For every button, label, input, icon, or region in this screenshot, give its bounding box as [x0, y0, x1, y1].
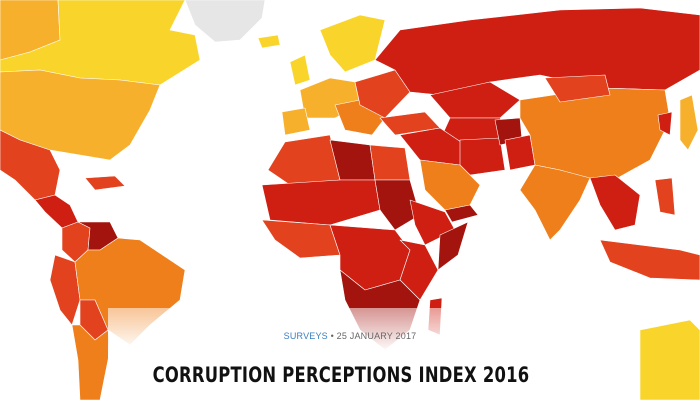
- region-central-america[interactable]: [34, 194, 79, 229]
- region-caribbean[interactable]: [84, 175, 126, 191]
- region-eastern-europe[interactable]: [354, 69, 411, 119]
- region-india[interactable]: [519, 164, 591, 241]
- region-sahel[interactable]: [261, 179, 381, 226]
- region-iceland[interactable]: [257, 34, 281, 49]
- region-australia[interactable]: [639, 319, 700, 400]
- region-mongolia[interactable]: [544, 74, 611, 103]
- region-indonesia[interactable]: [599, 239, 700, 281]
- region-uk[interactable]: [289, 54, 311, 86]
- region-iran[interactable]: [459, 137, 506, 176]
- article-meta: SURVEYS • 25 JANUARY 2017: [0, 331, 700, 341]
- region-scandinavia[interactable]: [319, 14, 386, 73]
- region-sudan[interactable]: [374, 179, 421, 231]
- meta-separator: •: [330, 331, 334, 341]
- region-southeast-asia[interactable]: [589, 174, 641, 231]
- region-iberia[interactable]: [281, 107, 311, 136]
- region-korea[interactable]: [657, 111, 673, 136]
- region-pakistan[interactable]: [504, 134, 536, 171]
- region-yemen[interactable]: [444, 204, 479, 223]
- region-north-africa[interactable]: [267, 134, 341, 186]
- region-philippines[interactable]: [654, 177, 676, 216]
- region-japan[interactable]: [679, 94, 699, 151]
- region-west-africa[interactable]: [261, 219, 341, 259]
- article-title[interactable]: CORRUPTION PERCEPTIONS INDEX 2016: [152, 363, 530, 387]
- region-egypt[interactable]: [369, 144, 411, 181]
- publish-date: 25 JANUARY 2017: [336, 331, 417, 341]
- category-link[interactable]: SURVEYS: [283, 331, 328, 341]
- headline-backdrop: [108, 308, 460, 400]
- region-greenland[interactable]: [184, 0, 266, 43]
- region-somalia[interactable]: [437, 221, 469, 271]
- region-russia[interactable]: [374, 7, 700, 96]
- region-kazakhstan[interactable]: [429, 81, 521, 119]
